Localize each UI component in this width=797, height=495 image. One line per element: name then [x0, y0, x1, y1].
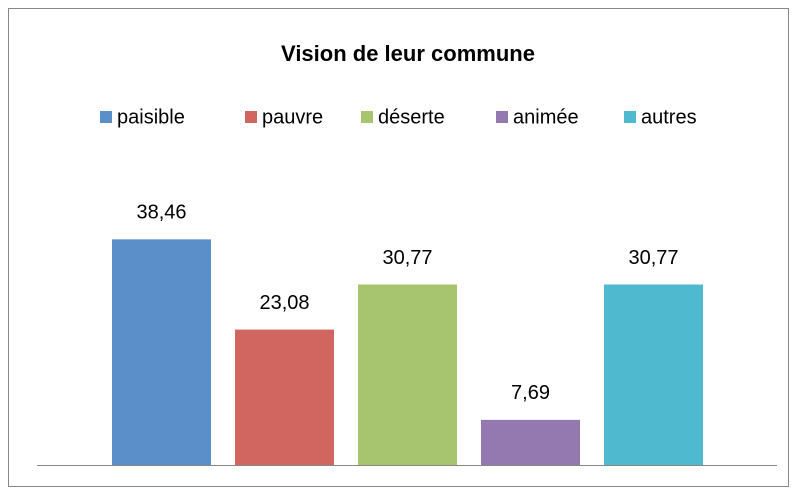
legend-swatch — [100, 111, 112, 123]
data-label: 23,08 — [259, 292, 309, 314]
data-label: 30,77 — [628, 247, 678, 269]
legend-swatch — [496, 111, 508, 123]
legend-label: animée — [513, 106, 579, 128]
legend-label: déserte — [378, 106, 445, 128]
data-label: 30,77 — [382, 247, 432, 269]
bar — [112, 239, 211, 465]
bar — [481, 419, 580, 465]
legend-label: paisible — [117, 106, 185, 128]
legend-swatch — [361, 111, 373, 123]
legend-swatch — [624, 111, 636, 123]
bar — [358, 284, 457, 465]
data-label: 7,69 — [511, 382, 550, 404]
chart-title: Vision de leur commune — [281, 41, 535, 66]
legend-swatch — [245, 111, 257, 123]
legend-label: pauvre — [262, 106, 323, 128]
data-label: 38,46 — [136, 202, 186, 224]
bar — [604, 284, 703, 465]
legend-label: autres — [641, 106, 697, 128]
bar — [235, 329, 334, 465]
